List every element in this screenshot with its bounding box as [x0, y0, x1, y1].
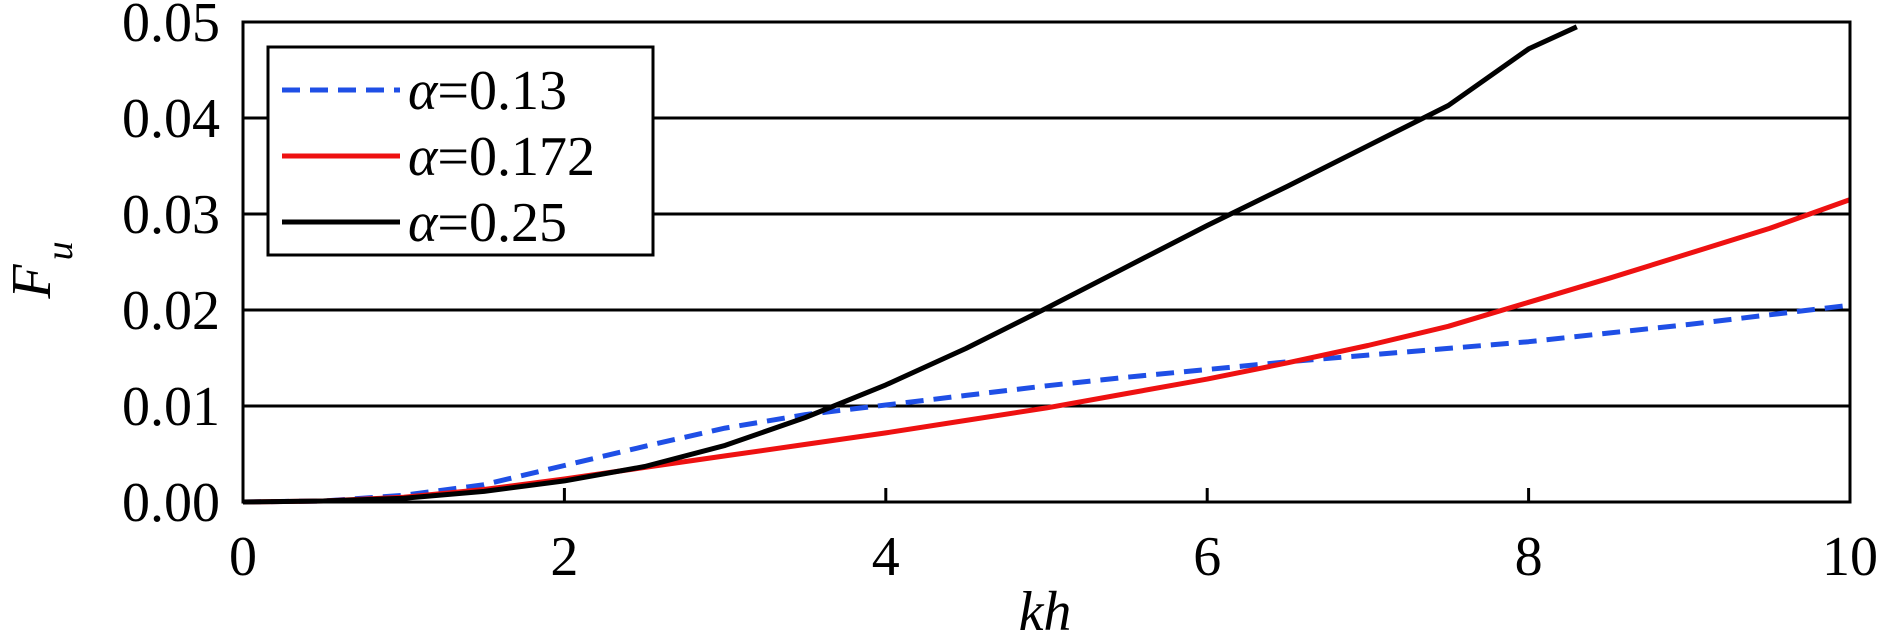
svg-text:Fu: Fu — [1, 241, 81, 299]
x-tick-label-4: 8 — [1515, 526, 1543, 588]
y-axis-label-main: F — [1, 264, 63, 300]
legend-label-1: α=0.172 — [408, 126, 595, 188]
legend-symbol-0: α — [408, 60, 439, 122]
y-tick-label-2: 0.02 — [122, 280, 220, 342]
plot-frame — [241, 20, 1852, 504]
y-tick-label-5: 0.05 — [122, 0, 220, 54]
legend-symbol-2: α — [408, 192, 439, 254]
x-axis-ticks: 0 2 4 6 8 10 — [229, 488, 1878, 588]
legend-symbol-1: α — [408, 126, 439, 188]
y-tick-label-4: 0.04 — [122, 88, 220, 150]
series-line-2 — [242, 24, 1578, 505]
y-axis-label: Fu — [1, 241, 81, 299]
y-axis-label-subscript: u — [39, 241, 81, 260]
x-tick-label-3: 6 — [1193, 526, 1221, 588]
x-tick-label-1: 2 — [550, 526, 578, 588]
legend-value-0: =0.13 — [437, 60, 567, 122]
x-axis-label: kh — [1019, 581, 1072, 641]
series-lines — [242, 24, 1851, 505]
y-axis-ticks: 0.00 0.01 0.02 0.03 0.04 0.05 — [122, 0, 220, 534]
y-tick-label-0: 0.00 — [122, 472, 220, 534]
legend-label-0: α=0.13 — [408, 60, 567, 122]
x-tick-label-5: 10 — [1822, 526, 1878, 588]
y-tick-label-1: 0.01 — [122, 376, 220, 438]
series-line-0 — [242, 302, 1851, 505]
x-tick-label-0: 0 — [229, 526, 257, 588]
legend-label-2: α=0.25 — [408, 192, 567, 254]
y-tick-label-3: 0.03 — [122, 184, 220, 246]
legend-value-1: =0.172 — [437, 126, 595, 188]
x-tick-label-2: 4 — [872, 526, 900, 588]
legend-value-2: =0.25 — [437, 192, 567, 254]
